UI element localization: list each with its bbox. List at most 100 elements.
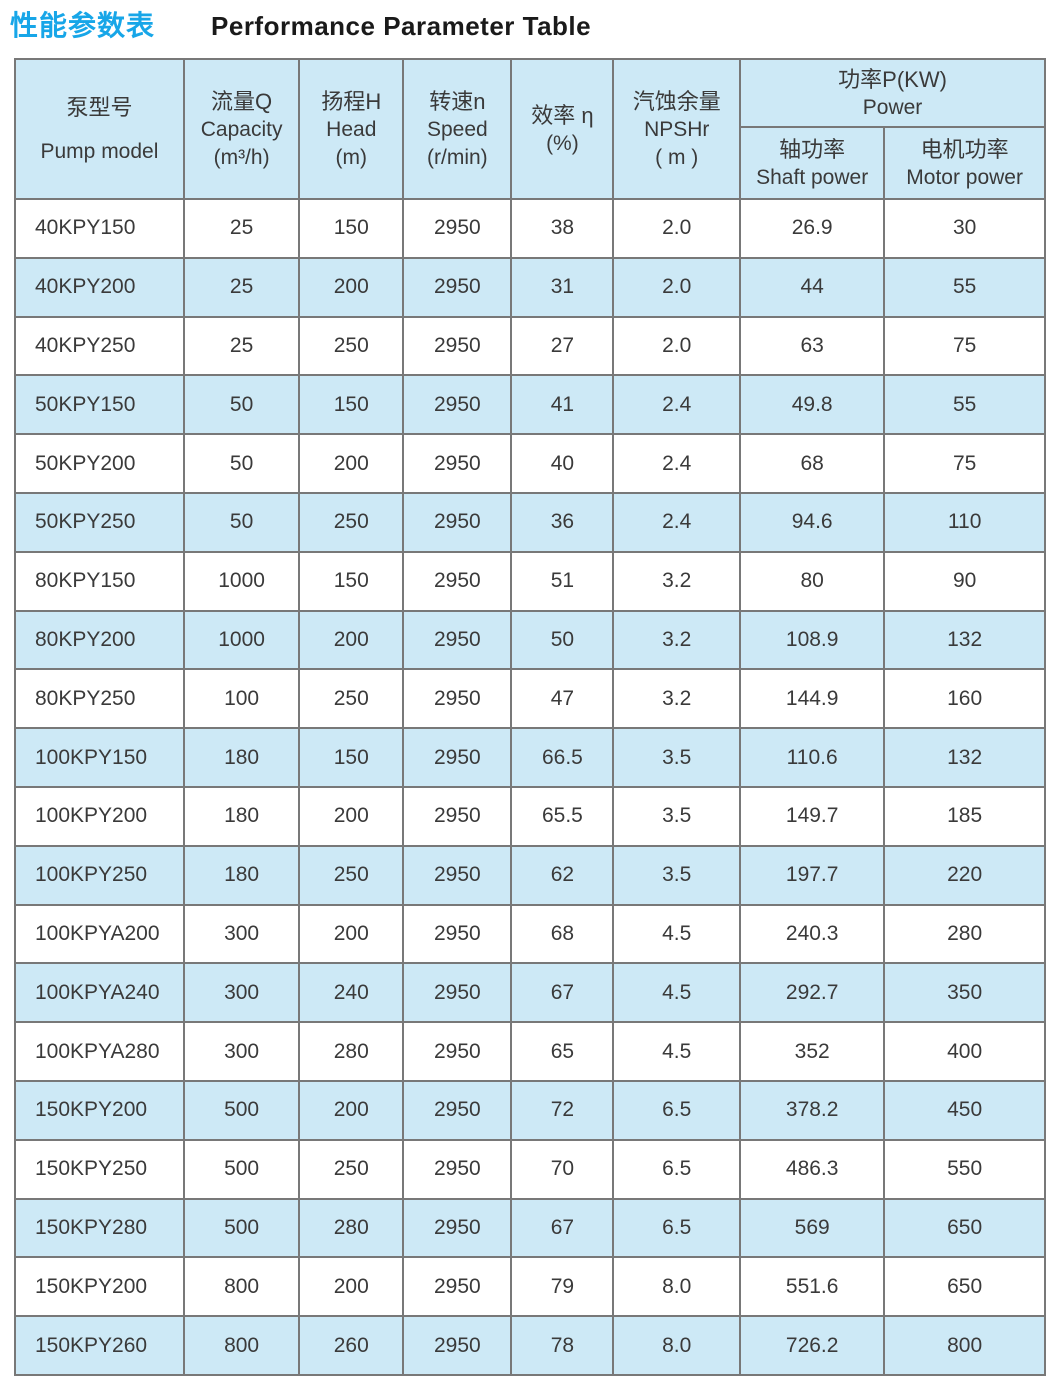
value-cell: 75 <box>883 433 1046 494</box>
value-cell: 30 <box>883 198 1046 259</box>
value-cell: 240.3 <box>739 903 886 965</box>
value-cell: 180 <box>182 844 301 906</box>
value-cell: 250 <box>298 315 405 377</box>
value-cell: 240 <box>298 962 405 1024</box>
value-cell: 79 <box>510 1256 615 1318</box>
header-spacer <box>16 122 183 138</box>
value-cell: 2.0 <box>612 315 742 377</box>
value-cell: 180 <box>182 727 301 788</box>
table-row: 80KPY250 100 250 2950 47 3.2 144.9 160 <box>14 668 1046 730</box>
value-cell: 569 <box>739 1197 886 1259</box>
pump-model-cell: 100KPYA240 <box>14 962 185 1024</box>
value-cell: 800 <box>182 1256 301 1318</box>
value-cell: 726.2 <box>739 1315 886 1376</box>
value-cell: 150 <box>298 727 405 788</box>
value-cell: 6.5 <box>612 1079 742 1141</box>
value-cell: 200 <box>298 903 405 965</box>
value-cell: 250 <box>298 668 405 730</box>
value-cell: 260 <box>298 1315 405 1376</box>
pump-model-cell: 150KPY280 <box>14 1197 185 1259</box>
value-cell: 31 <box>510 256 615 318</box>
value-cell: 6.5 <box>612 1197 742 1259</box>
value-cell: 2.0 <box>612 198 742 259</box>
value-cell: 550 <box>883 1138 1046 1200</box>
value-cell: 65.5 <box>510 785 615 847</box>
value-cell: 450 <box>883 1079 1046 1141</box>
value-cell: 3.5 <box>612 785 742 847</box>
performance-parameter-table: 泵型号 Pump model 流量Q Capacity (m³/h) 扬程H H… <box>14 58 1046 1376</box>
value-cell: 80 <box>739 550 886 612</box>
value-cell: 2950 <box>402 609 513 671</box>
table-row: 40KPY200 25 200 2950 31 2.0 44 55 <box>14 256 1046 318</box>
value-cell: 350 <box>883 962 1046 1024</box>
value-cell: 8.0 <box>612 1315 742 1376</box>
value-cell: 200 <box>298 256 405 318</box>
table-row: 150KPY200 800 200 2950 79 8.0 551.6 650 <box>14 1256 1046 1318</box>
value-cell: 2950 <box>402 550 513 612</box>
table-row: 50KPY250 50 250 2950 36 2.4 94.6 110 <box>14 491 1046 553</box>
pump-model-cell: 150KPY260 <box>14 1315 185 1376</box>
col-header-npshr: 汽蚀余量 NPSHr ( m ) <box>612 58 742 200</box>
header-speed-en: Speed <box>426 117 488 141</box>
col-header-efficiency: 效率 η (%) <box>510 58 615 200</box>
value-cell: 150 <box>298 198 405 259</box>
value-cell: 2950 <box>402 785 513 847</box>
value-cell: 2950 <box>402 844 513 906</box>
value-cell: 38 <box>510 198 615 259</box>
value-cell: 650 <box>883 1256 1046 1318</box>
header-shaft-power-zh: 轴功率 <box>779 136 846 162</box>
value-cell: 2950 <box>402 668 513 730</box>
header-head-en: Head <box>326 117 377 141</box>
pump-model-cell: 100KPYA200 <box>14 903 185 965</box>
value-cell: 70 <box>510 1138 615 1200</box>
header-power-zh: 功率P(KW) <box>838 66 947 92</box>
value-cell: 200 <box>298 1256 405 1318</box>
col-header-shaft-power: 轴功率 Shaft power <box>739 126 886 200</box>
value-cell: 4.5 <box>612 903 742 965</box>
value-cell: 3.2 <box>612 609 742 671</box>
header-npshr-en: NPSHr <box>644 117 710 141</box>
value-cell: 63 <box>739 315 886 377</box>
header-motor-power-zh: 电机功率 <box>920 136 1009 162</box>
value-cell: 149.7 <box>739 785 886 847</box>
table-row: 150KPY260 800 260 2950 78 8.0 726.2 800 <box>14 1315 1046 1376</box>
table-row: 150KPY280 500 280 2950 67 6.5 569 650 <box>14 1197 1046 1259</box>
pump-model-cell: 100KPY150 <box>14 727 185 788</box>
table-row: 40KPY250 25 250 2950 27 2.0 63 75 <box>14 315 1046 377</box>
header-pump-model-zh: 泵型号 <box>66 94 133 120</box>
table-body: 40KPY150 25 150 2950 38 2.0 26.9 30 40KPY200 25 20… <box>14 198 1046 1376</box>
header-head-zh: 扬程H <box>321 88 382 114</box>
value-cell: 250 <box>298 844 405 906</box>
table-row: 40KPY150 25 150 2950 38 2.0 26.9 30 <box>14 198 1046 259</box>
value-cell: 2950 <box>402 1256 513 1318</box>
value-cell: 200 <box>298 609 405 671</box>
value-cell: 3.5 <box>612 727 742 788</box>
value-cell: 200 <box>298 1079 405 1141</box>
value-cell: 25 <box>182 315 301 377</box>
value-cell: 50 <box>182 374 301 436</box>
value-cell: 2.4 <box>612 374 742 436</box>
value-cell: 2950 <box>402 1197 513 1259</box>
value-cell: 160 <box>883 668 1046 730</box>
pump-model-cell: 150KPY250 <box>14 1138 185 1200</box>
pump-model-cell: 80KPY200 <box>14 609 185 671</box>
table-row: 100KPY250 180 250 2950 62 3.5 197.7 220 <box>14 844 1046 906</box>
value-cell: 44 <box>739 256 886 318</box>
header-speed-unit: (r/min) <box>427 145 488 169</box>
value-cell: 2950 <box>402 315 513 377</box>
value-cell: 41 <box>510 374 615 436</box>
value-cell: 4.5 <box>612 962 742 1024</box>
value-cell: 2950 <box>402 256 513 318</box>
col-header-speed: 转速n Speed (r/min) <box>402 58 513 200</box>
value-cell: 500 <box>182 1138 301 1200</box>
value-cell: 185 <box>883 785 1046 847</box>
value-cell: 280 <box>298 1197 405 1259</box>
value-cell: 67 <box>510 962 615 1024</box>
col-header-capacity: 流量Q Capacity (m³/h) <box>182 58 301 200</box>
pump-model-cell: 150KPY200 <box>14 1256 185 1318</box>
value-cell: 49.8 <box>739 374 886 436</box>
value-cell: 2.4 <box>612 491 742 553</box>
col-header-motor-power: 电机功率 Motor power <box>883 126 1046 200</box>
value-cell: 352 <box>739 1021 886 1082</box>
